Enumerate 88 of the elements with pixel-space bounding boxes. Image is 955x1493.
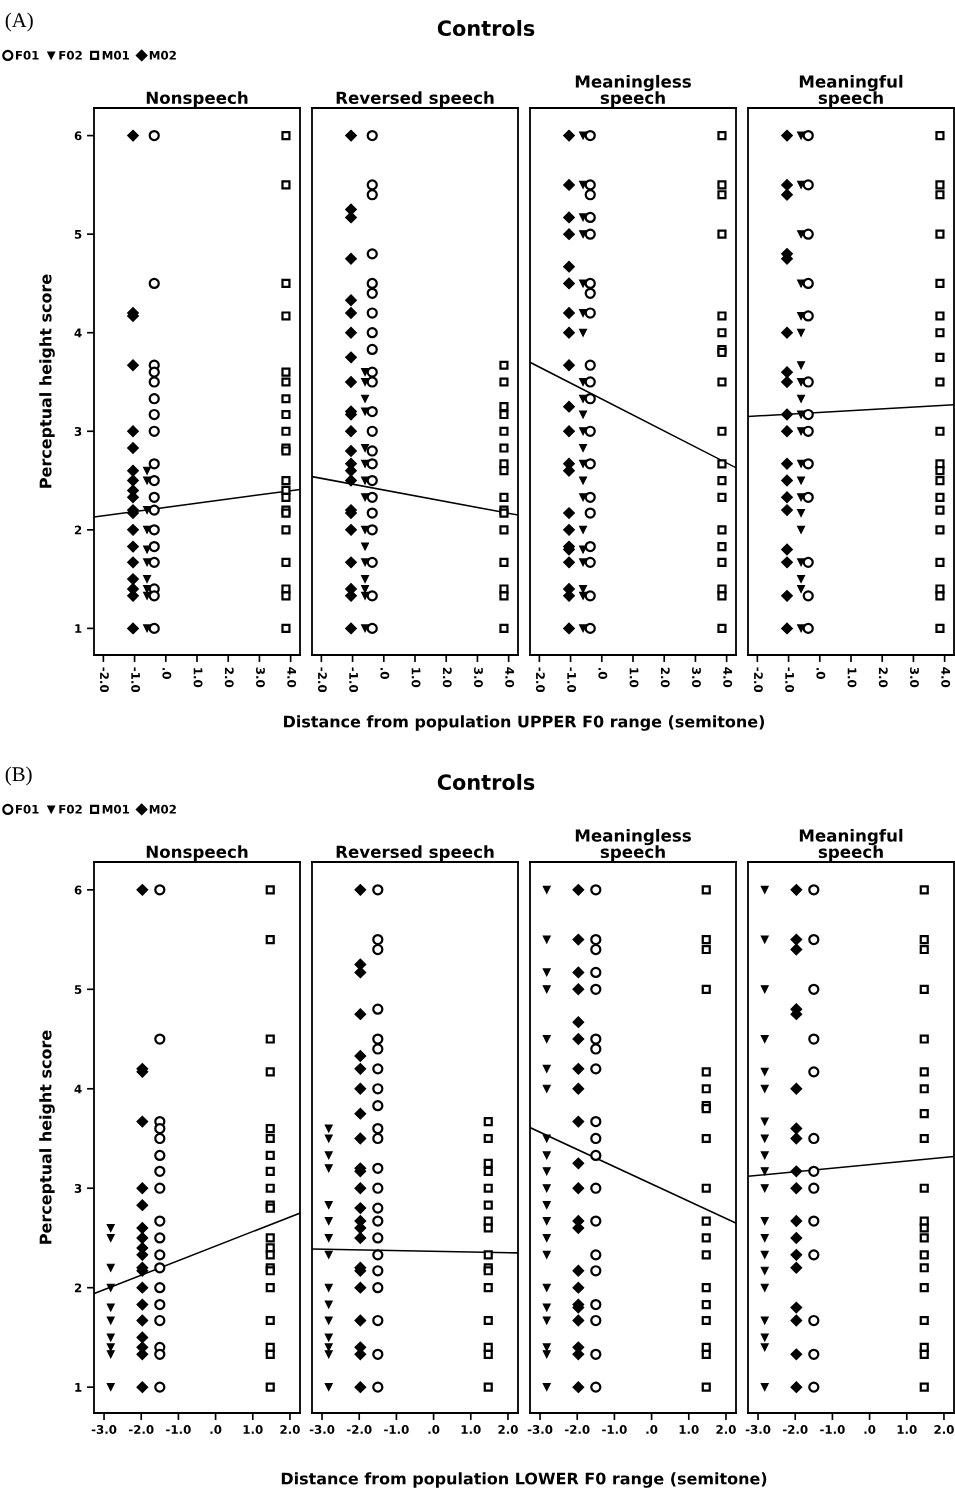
x-tick-label: 2.0 bbox=[442, 667, 452, 688]
x-axis-title: Distance from population UPPER F0 range (semitone) bbox=[284, 715, 765, 731]
text: (B) bbox=[5, 766, 32, 786]
y-tick-label: 1 bbox=[75, 1383, 82, 1392]
chart-title: Meaningful speech bbox=[799, 74, 903, 108]
x-tick-label: .0 bbox=[646, 1425, 658, 1434]
x-tick-label: -1.0 bbox=[166, 1425, 191, 1434]
x-tick-label: -1.0 bbox=[349, 667, 359, 693]
y-tick-label: 6 bbox=[74, 885, 82, 895]
legend-label: F02 bbox=[59, 50, 82, 60]
y-tick-label: 3 bbox=[74, 1183, 82, 1193]
legend-label: M02 bbox=[149, 50, 176, 60]
x-tick-label: 1.0 bbox=[847, 668, 857, 688]
x-tick-label: 2.0 bbox=[934, 1425, 954, 1434]
legend-label: M01 bbox=[102, 804, 130, 814]
x-tick-label: 3.0 bbox=[692, 667, 701, 688]
chart-title: Nonspeech bbox=[146, 845, 248, 862]
x-tick-label: 1.0 bbox=[243, 1425, 263, 1434]
x-tick-label: -1.0 bbox=[384, 1425, 409, 1434]
x-tick-label: .0 bbox=[598, 668, 608, 679]
x-tick-label: -2.0 bbox=[753, 667, 763, 693]
chart-title: Nonspeech bbox=[146, 91, 248, 108]
x-tick-label: 2.0 bbox=[498, 1425, 518, 1434]
x-tick-label: 1.0 bbox=[461, 1425, 481, 1434]
y-tick-label: 6 bbox=[74, 131, 82, 141]
x-tick-label: .0 bbox=[816, 668, 826, 679]
x-tick-label: -3.0 bbox=[527, 1425, 553, 1434]
x-tick-label: 1.0 bbox=[629, 668, 639, 688]
x-tick-label: -1.0 bbox=[602, 1425, 627, 1434]
x-tick-label: .0 bbox=[380, 668, 390, 679]
x-tick-label: 2.0 bbox=[280, 1425, 300, 1434]
x-tick-label: -1.0 bbox=[567, 667, 577, 693]
y-tick-label: 1 bbox=[75, 624, 82, 633]
legend-label: F01 bbox=[15, 804, 39, 814]
y-tick-label: 4 bbox=[74, 1084, 82, 1094]
x-tick-label: 2.0 bbox=[224, 667, 234, 688]
legend-label: F02 bbox=[59, 804, 82, 814]
x-tick-label: .0 bbox=[210, 1425, 222, 1434]
x-tick-label: -2.0 bbox=[317, 667, 327, 693]
x-tick-label: 4.0 bbox=[287, 667, 297, 688]
x-tick-label: 3.0 bbox=[256, 667, 265, 688]
x-tick-label: 3.0 bbox=[910, 667, 919, 688]
x-tick-label: .0 bbox=[864, 1425, 876, 1434]
chart-title: Meaningless speech bbox=[575, 828, 691, 862]
x-tick-label: -2.0 bbox=[346, 1425, 372, 1434]
x-tick-label: -1.0 bbox=[820, 1425, 845, 1434]
text: Controls bbox=[437, 19, 535, 37]
x-tick-label: 1.0 bbox=[193, 668, 203, 688]
x-tick-label: 2.0 bbox=[660, 667, 670, 688]
x-tick-label: 2.0 bbox=[878, 667, 888, 688]
x-axis-title: Distance from population LOWER F0 range (semitone) bbox=[281, 1472, 767, 1488]
legend-label: F01 bbox=[15, 50, 39, 60]
x-tick-label: -1.0 bbox=[131, 667, 141, 693]
y-axis-title: Perceptual height score bbox=[39, 1030, 55, 1244]
x-tick-label: 3.0 bbox=[474, 667, 483, 688]
y-tick-label: 5 bbox=[74, 230, 82, 239]
y-tick-label: 3 bbox=[74, 427, 82, 436]
y-tick-label: 5 bbox=[74, 985, 82, 994]
x-tick-label: 1.0 bbox=[679, 1425, 699, 1434]
y-tick-label: 2 bbox=[74, 1283, 82, 1293]
x-tick-label: 4.0 bbox=[723, 667, 733, 688]
legend-label: M01 bbox=[102, 50, 130, 60]
chart-title: Meaningless speech bbox=[575, 74, 691, 108]
text: Controls bbox=[437, 773, 535, 791]
y-axis-title: Perceptual height score bbox=[39, 274, 55, 488]
x-tick-label: -2.0 bbox=[128, 1425, 154, 1434]
x-tick-label: -3.0 bbox=[91, 1425, 117, 1434]
x-tick-label: -2.0 bbox=[535, 667, 545, 693]
x-tick-label: .0 bbox=[428, 1425, 440, 1434]
x-tick-label: -2.0 bbox=[782, 1425, 808, 1434]
x-tick-label: -1.0 bbox=[785, 667, 795, 693]
x-tick-label: -3.0 bbox=[745, 1425, 771, 1434]
x-tick-label: 4.0 bbox=[505, 667, 515, 688]
chart-title: Meaningful speech bbox=[799, 828, 903, 862]
x-tick-label: 2.0 bbox=[716, 1425, 736, 1434]
x-tick-label: 1.0 bbox=[897, 1425, 917, 1434]
x-tick-label: 4.0 bbox=[941, 667, 951, 688]
chart-title: Reversed speech bbox=[336, 845, 494, 862]
x-tick-label: .0 bbox=[162, 668, 172, 679]
y-tick-label: 4 bbox=[74, 328, 82, 338]
x-tick-label: -2.0 bbox=[564, 1425, 590, 1434]
x-tick-label: 1.0 bbox=[411, 668, 421, 688]
chart-title: Reversed speech bbox=[336, 91, 494, 108]
legend-label: M02 bbox=[149, 804, 176, 814]
x-tick-label: -3.0 bbox=[309, 1425, 335, 1434]
x-tick-label: -2.0 bbox=[99, 667, 109, 693]
text: (A) bbox=[5, 12, 33, 32]
y-tick-label: 2 bbox=[74, 525, 82, 535]
